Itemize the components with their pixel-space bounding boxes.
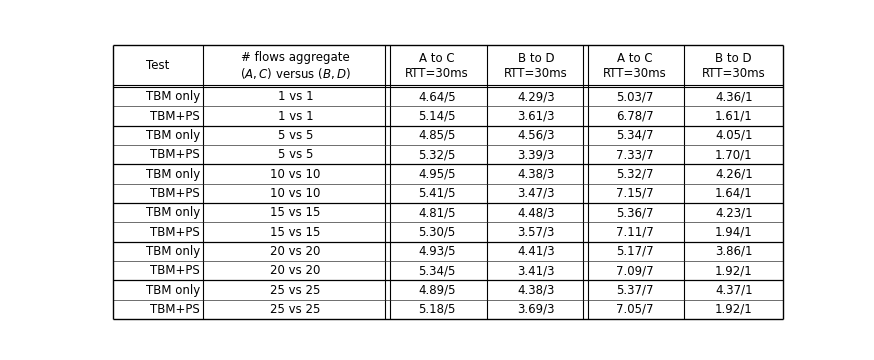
- Text: TBM+PS: TBM+PS: [150, 264, 200, 277]
- Text: 7.11/7: 7.11/7: [616, 226, 654, 239]
- Text: TBM+PS: TBM+PS: [150, 148, 200, 161]
- Text: 3.61/3: 3.61/3: [517, 109, 555, 123]
- Text: 5.18/5: 5.18/5: [419, 303, 456, 316]
- Text: 7.33/7: 7.33/7: [616, 148, 654, 161]
- Text: 3.39/3: 3.39/3: [517, 148, 555, 161]
- Text: 5.34/7: 5.34/7: [616, 129, 654, 142]
- Text: 5.30/5: 5.30/5: [419, 226, 456, 239]
- Text: 1 vs 1: 1 vs 1: [278, 109, 313, 123]
- Text: TBM only: TBM only: [146, 129, 200, 142]
- Text: 4.48/3: 4.48/3: [517, 206, 555, 219]
- Text: 5.17/7: 5.17/7: [616, 245, 654, 258]
- Text: 3.69/3: 3.69/3: [517, 303, 555, 316]
- Text: 5.37/7: 5.37/7: [616, 284, 654, 297]
- Text: 5.32/7: 5.32/7: [616, 168, 654, 181]
- Text: TBM only: TBM only: [146, 245, 200, 258]
- Text: 15 vs 15: 15 vs 15: [270, 226, 321, 239]
- Text: 4.36/1: 4.36/1: [715, 90, 753, 103]
- Text: 4.95/5: 4.95/5: [419, 168, 456, 181]
- Text: 1.61/1: 1.61/1: [715, 109, 753, 123]
- Text: 7.15/7: 7.15/7: [616, 187, 654, 200]
- Text: 6.78/7: 6.78/7: [616, 109, 654, 123]
- Text: TBM only: TBM only: [146, 206, 200, 219]
- Text: 25 vs 25: 25 vs 25: [270, 303, 321, 316]
- Text: 4.38/3: 4.38/3: [517, 168, 555, 181]
- Text: 15 vs 15: 15 vs 15: [270, 206, 321, 219]
- Text: 1.64/1: 1.64/1: [715, 187, 753, 200]
- Text: 7.09/7: 7.09/7: [616, 264, 654, 277]
- Text: A to C
RTT=30ms: A to C RTT=30ms: [603, 52, 667, 80]
- Text: 20 vs 20: 20 vs 20: [270, 245, 321, 258]
- Text: 4.23/1: 4.23/1: [715, 206, 753, 219]
- Text: 1 vs 1: 1 vs 1: [278, 90, 313, 103]
- Text: 5.34/5: 5.34/5: [419, 264, 456, 277]
- Text: 1.92/1: 1.92/1: [715, 264, 753, 277]
- Text: 5.36/7: 5.36/7: [616, 206, 654, 219]
- Text: 4.26/1: 4.26/1: [715, 168, 753, 181]
- Text: B to D
RTT=30ms: B to D RTT=30ms: [702, 52, 766, 80]
- Text: 10 vs 10: 10 vs 10: [270, 187, 321, 200]
- Text: 4.37/1: 4.37/1: [715, 284, 753, 297]
- Text: 4.64/5: 4.64/5: [419, 90, 456, 103]
- Text: 5.32/5: 5.32/5: [419, 148, 456, 161]
- Text: 4.89/5: 4.89/5: [419, 284, 456, 297]
- Text: 4.56/3: 4.56/3: [517, 129, 555, 142]
- Text: 3.86/1: 3.86/1: [715, 245, 753, 258]
- Text: 5.14/5: 5.14/5: [419, 109, 456, 123]
- Text: TBM only: TBM only: [146, 168, 200, 181]
- Text: 4.81/5: 4.81/5: [419, 206, 456, 219]
- Text: 5 vs 5: 5 vs 5: [278, 129, 313, 142]
- Text: 3.41/3: 3.41/3: [517, 264, 555, 277]
- Text: 5.41/5: 5.41/5: [419, 187, 456, 200]
- Text: B to D
RTT=30ms: B to D RTT=30ms: [504, 52, 568, 80]
- Text: TBM only: TBM only: [146, 284, 200, 297]
- Text: A to C
RTT=30ms: A to C RTT=30ms: [406, 52, 469, 80]
- Text: 4.41/3: 4.41/3: [517, 245, 555, 258]
- Text: 4.93/5: 4.93/5: [419, 245, 456, 258]
- Text: # flows aggregate
$(A,C)$ versus $(B,D)$: # flows aggregate $(A,C)$ versus $(B,D)$: [239, 51, 350, 81]
- Text: 10 vs 10: 10 vs 10: [270, 168, 321, 181]
- Text: Test: Test: [146, 59, 170, 72]
- Text: 3.57/3: 3.57/3: [517, 226, 555, 239]
- Text: 4.38/3: 4.38/3: [517, 284, 555, 297]
- Text: TBM+PS: TBM+PS: [150, 109, 200, 123]
- Text: 1.92/1: 1.92/1: [715, 303, 753, 316]
- Text: 4.29/3: 4.29/3: [517, 90, 555, 103]
- Text: 1.94/1: 1.94/1: [715, 226, 753, 239]
- Text: 4.05/1: 4.05/1: [715, 129, 753, 142]
- Text: TBM+PS: TBM+PS: [150, 226, 200, 239]
- Text: TBM only: TBM only: [146, 90, 200, 103]
- Text: 7.05/7: 7.05/7: [616, 303, 654, 316]
- Text: 1.70/1: 1.70/1: [715, 148, 753, 161]
- Text: 20 vs 20: 20 vs 20: [270, 264, 321, 277]
- Text: 5.03/7: 5.03/7: [616, 90, 654, 103]
- Text: 5 vs 5: 5 vs 5: [278, 148, 313, 161]
- Text: TBM+PS: TBM+PS: [150, 303, 200, 316]
- Text: 3.47/3: 3.47/3: [517, 187, 555, 200]
- Text: TBM+PS: TBM+PS: [150, 187, 200, 200]
- Text: 25 vs 25: 25 vs 25: [270, 284, 321, 297]
- Text: 4.85/5: 4.85/5: [419, 129, 456, 142]
